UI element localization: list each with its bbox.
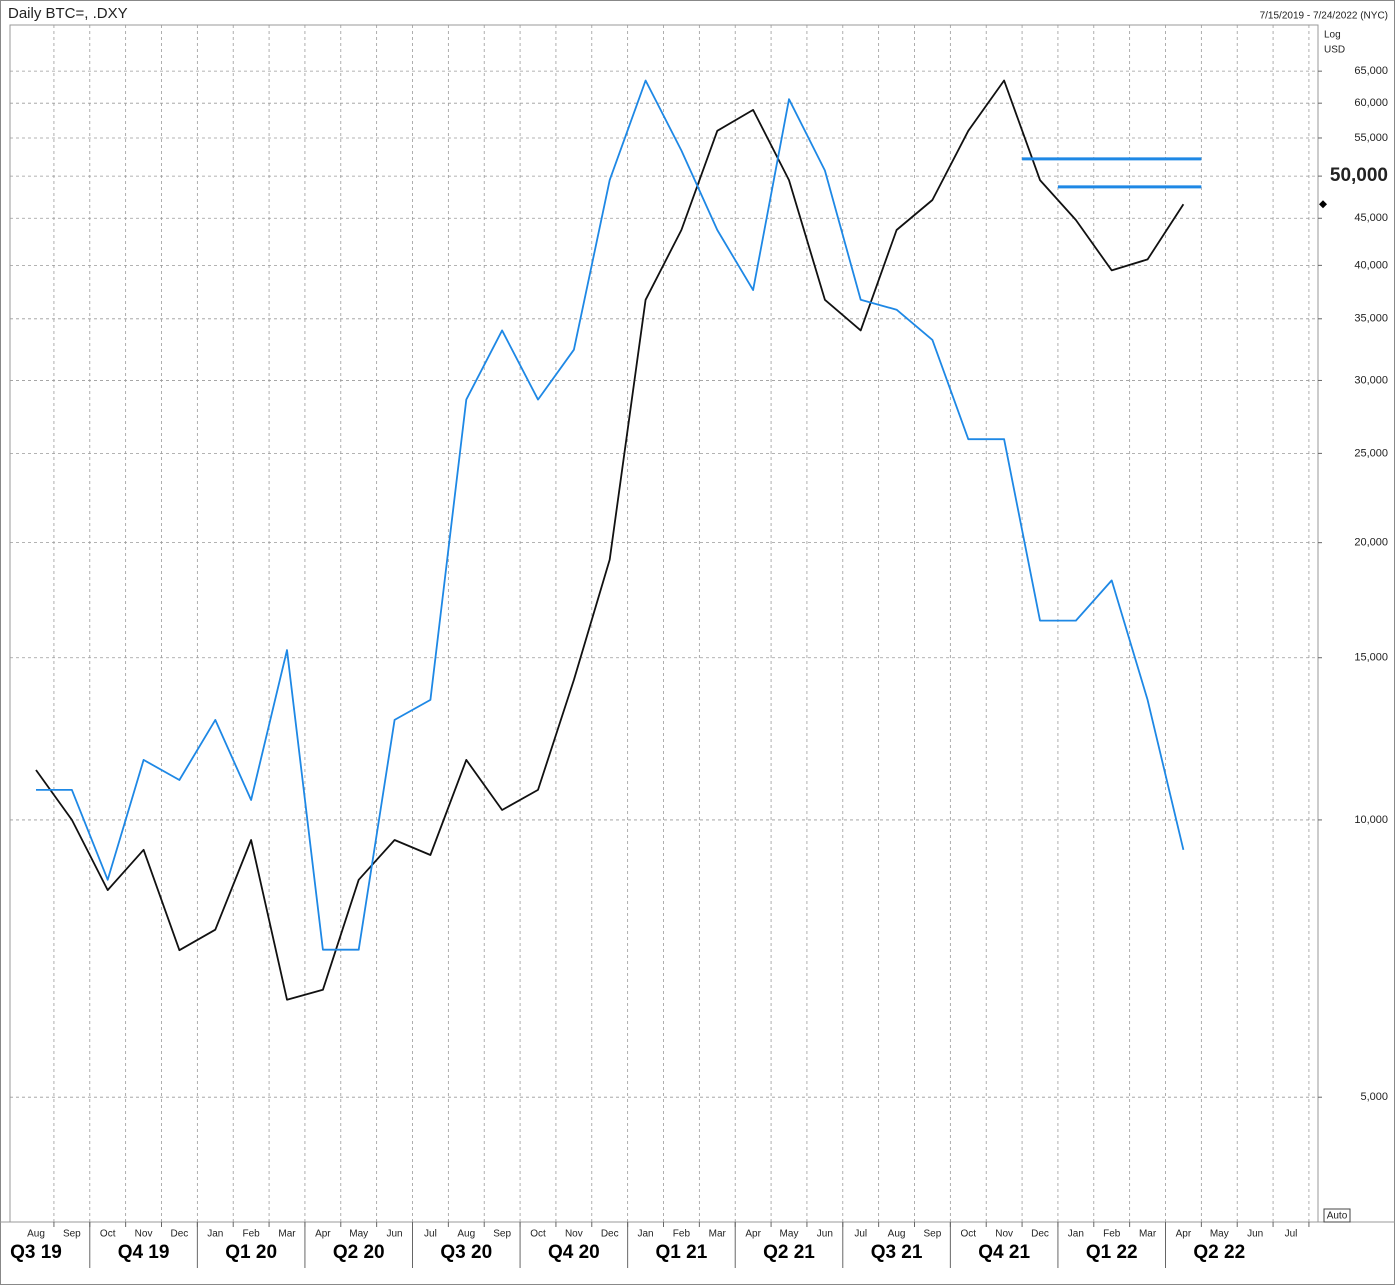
y-tick-label: 5,000	[1360, 1091, 1388, 1103]
y-tick-label: 15,000	[1354, 652, 1388, 664]
y-tick-label: 10,000	[1354, 814, 1388, 826]
x-tick-label: Jun	[817, 1229, 833, 1240]
quarter-label: Q4 19	[118, 1242, 170, 1263]
y-tick-label: 65,000	[1354, 65, 1388, 77]
x-tick-label: Nov	[565, 1229, 583, 1240]
x-tick-label: May	[349, 1229, 368, 1240]
x-tick-label: Sep	[924, 1229, 942, 1240]
x-tick-label: Apr	[315, 1229, 331, 1240]
x-tick-label: Nov	[135, 1229, 153, 1240]
x-tick-label: Sep	[493, 1229, 511, 1240]
quarter-label: Q4 20	[548, 1242, 600, 1263]
y-tick-label: 35,000	[1354, 313, 1388, 325]
x-tick-label: Dec	[1031, 1229, 1049, 1240]
quarter-label: Q1 21	[656, 1242, 708, 1263]
x-tick-label: Oct	[100, 1229, 116, 1240]
y-tick-label: 50,000	[1330, 165, 1388, 186]
auto-button[interactable]	[1323, 1208, 1351, 1223]
x-tick-label: Oct	[961, 1229, 977, 1240]
x-tick-label: Feb	[1103, 1229, 1121, 1240]
y-tick-label: 55,000	[1354, 132, 1388, 144]
series-line	[35, 79, 1185, 1001]
x-tick-label: May	[780, 1229, 799, 1240]
y-tick-label: 40,000	[1354, 259, 1388, 271]
y-tick-label: 20,000	[1354, 537, 1388, 549]
quarter-label: Q2 22	[1193, 1242, 1245, 1263]
x-tick-label: Jan	[638, 1229, 654, 1240]
quarter-label: Q3 20	[440, 1242, 492, 1263]
x-tick-label: Mar	[709, 1229, 727, 1240]
quarter-label: Q1 22	[1086, 1242, 1138, 1263]
x-tick-label: Jan	[1068, 1229, 1084, 1240]
x-tick-label: Nov	[995, 1229, 1013, 1240]
x-tick-label: Mar	[278, 1229, 296, 1240]
x-tick-label: Aug	[888, 1229, 906, 1240]
chart-title: Daily BTC=, .DXY	[8, 5, 128, 22]
quarter-label: Q3 19	[10, 1242, 62, 1263]
x-tick-label: Apr	[1176, 1229, 1192, 1240]
x-tick-label: Mar	[1139, 1229, 1157, 1240]
y-tick-label: 30,000	[1354, 374, 1388, 386]
auto-label[interactable]: Auto	[1327, 1211, 1348, 1222]
date-range: 7/15/2019 - 7/24/2022 (NYC)	[1260, 11, 1388, 22]
x-tick-label: Jul	[1285, 1229, 1298, 1240]
x-tick-label: Jun	[1247, 1229, 1263, 1240]
x-tick-label: Feb	[243, 1229, 261, 1240]
x-tick-label: Apr	[745, 1229, 761, 1240]
quarter-label: Q2 21	[763, 1242, 815, 1263]
series-line	[36, 79, 1185, 951]
x-tick-label: Aug	[27, 1229, 45, 1240]
x-tick-label: Jul	[424, 1229, 437, 1240]
x-tick-label: Oct	[530, 1229, 546, 1240]
x-tick-label: Dec	[601, 1229, 619, 1240]
x-tick-label: May	[1210, 1229, 1229, 1240]
x-tick-label: Sep	[63, 1229, 81, 1240]
quarter-label: Q3 21	[871, 1242, 923, 1263]
y-tick-label: 60,000	[1354, 97, 1388, 109]
y-tick-label: 45,000	[1354, 212, 1388, 224]
quarter-label: Q2 20	[333, 1242, 385, 1263]
quarter-label: Q4 21	[978, 1242, 1030, 1263]
x-tick-label: Jun	[387, 1229, 403, 1240]
x-tick-label: Jul	[854, 1229, 867, 1240]
x-tick-label: Jan	[207, 1229, 223, 1240]
quarter-label: Q1 20	[225, 1242, 277, 1263]
x-tick-label: Aug	[457, 1229, 475, 1240]
scale-label: Log	[1324, 30, 1341, 41]
x-tick-label: Dec	[171, 1229, 189, 1240]
unit-label: USD	[1324, 45, 1345, 56]
y-tick-label: 25,000	[1354, 447, 1388, 459]
last-value-marker	[1319, 200, 1327, 209]
x-tick-label: Feb	[673, 1229, 691, 1240]
